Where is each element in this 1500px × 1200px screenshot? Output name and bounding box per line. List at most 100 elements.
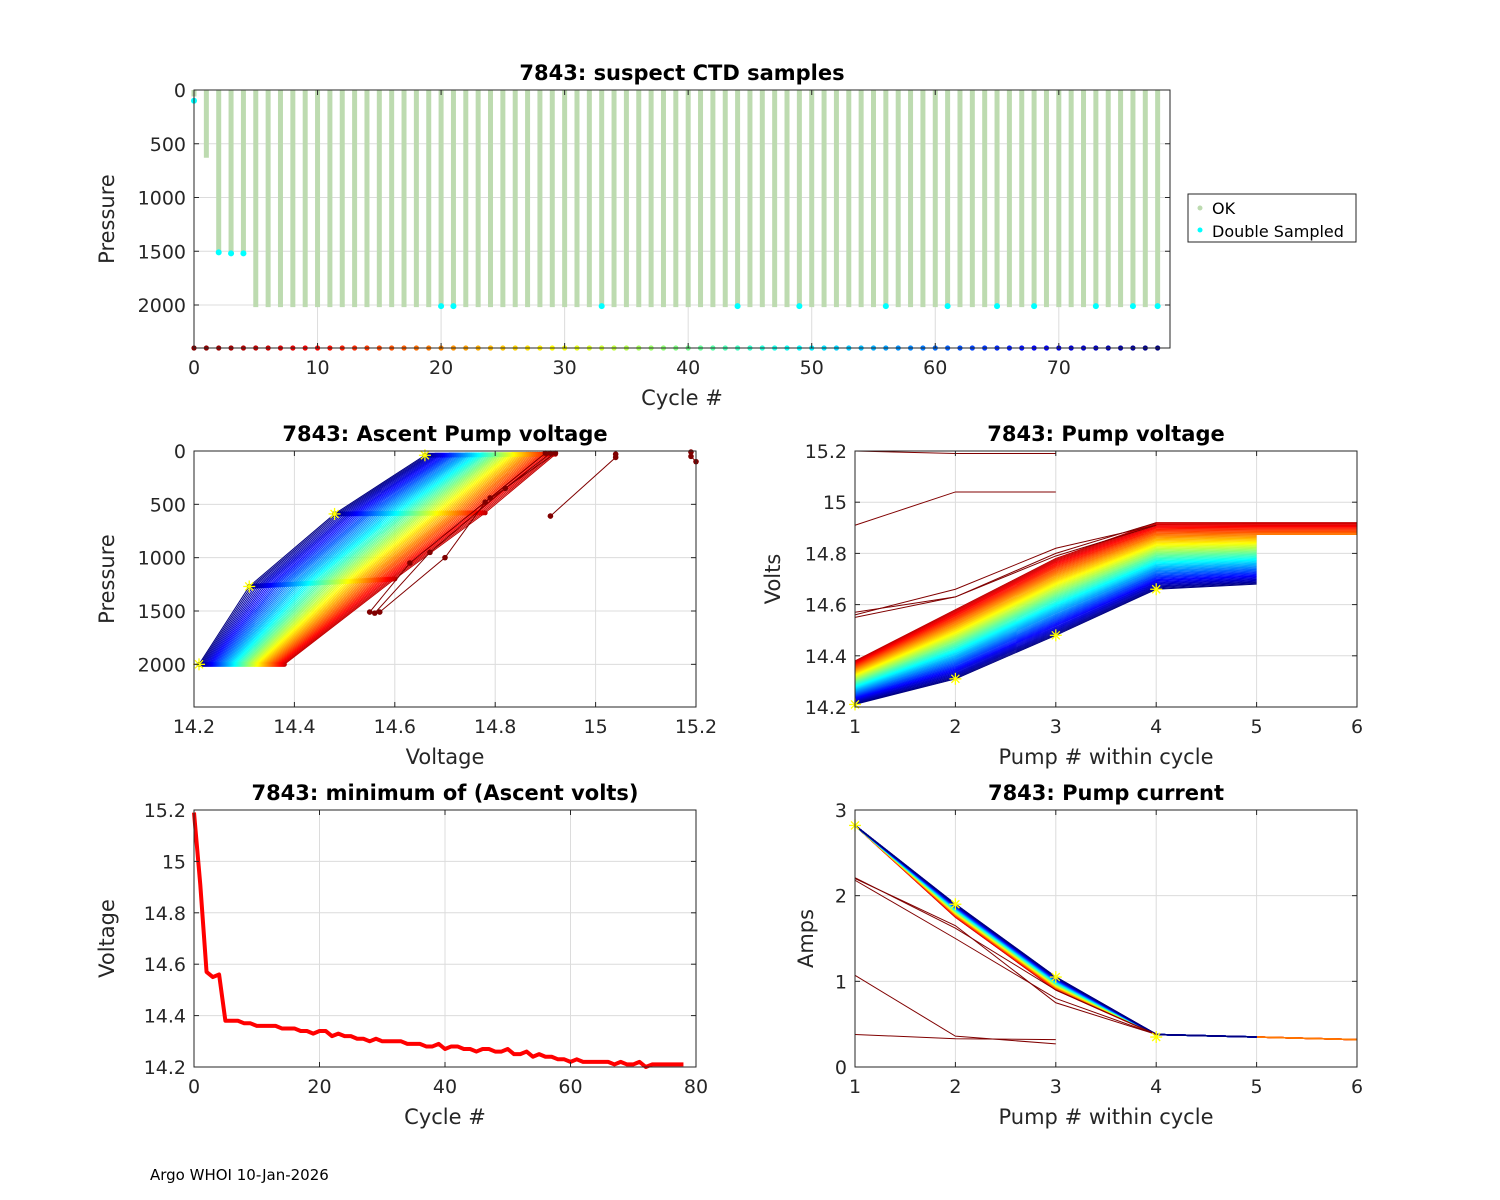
early-cycle-line [854,974,1056,1045]
highlight-star-marker [949,898,962,911]
cycle-voltage-line [854,569,1257,695]
early-cycle-point [427,549,433,556]
cycle-profile-line [210,454,444,665]
y-tick-label: 2 [835,886,847,908]
cycle-profile-line [207,454,440,665]
cycle-voltage-line [854,535,1257,671]
chart-title: 7843: suspect CTD samples [519,61,844,85]
cycle-voltage-line [854,528,1357,667]
y-tick-label: 14.4 [144,1006,186,1028]
cycle-profile-line [280,453,551,665]
cycle-voltage-line [854,568,1257,695]
cycle-profile-line [213,454,449,665]
x-tick-label: 3 [1050,1076,1062,1098]
cycle-profile-line [199,454,427,665]
plot-content [191,90,1161,351]
cycle-voltage-line [854,558,1257,688]
cycle-profile-line [211,454,445,665]
cycle-profile-line [271,453,537,665]
x-tick-label: 2 [949,1076,961,1098]
early-cycle-line [369,452,546,613]
y-axis-label: Amps [794,909,818,968]
cycle-profile-line [200,454,429,665]
early-cycle-point [371,610,378,616]
cycle-voltage-line [854,524,1357,664]
cycle-voltage-line [854,566,1257,693]
cycle-voltage-line [854,570,1257,696]
cycle-voltage-line [854,578,1257,702]
cycle-profile-line [260,454,520,665]
y-tick-label: 1000 [138,548,186,570]
cycle-profile-line [272,453,538,665]
cycle-voltage-line [854,576,1257,701]
y-axis-label: Pressure [95,534,119,624]
x-tick-label: 6 [1351,1076,1363,1098]
axes-frame [854,450,1358,708]
x-tick-label: 80 [684,1076,708,1098]
legend: OK Double Sampled [1187,193,1357,243]
cycle-profile-line [251,454,506,665]
cycle-profile-line [267,454,531,665]
axes-min-ascent-volts: 0 20 40 60 80 14.2 14.4 14.6 14.8 15 15.2 7843: min… [95,781,708,1129]
x-axis-label: Pump # within cycle [999,1105,1214,1129]
cycle-profile-line [223,454,463,665]
highlight-star-marker [1049,629,1062,642]
cycle-voltage-line [854,526,1357,665]
cycle-voltage-line [854,544,1257,678]
plot-content [849,450,1357,711]
cycle-profile-line [252,454,508,665]
cycle-profile-line [261,454,522,665]
early-cycle-point [442,554,448,561]
cycle-profile-line [273,453,540,665]
star-stroke [1151,584,1161,594]
cycle-voltage-line [854,561,1257,690]
x-tick-label: 6 [1351,716,1363,738]
cycle-profile-line [240,454,490,665]
cycle-voltage-line [854,530,1357,668]
star-stroke [420,450,430,460]
legend-ok-label: OK [1212,199,1236,218]
cycle-voltage-line [854,572,1257,698]
y-tick-label: 14.2 [805,697,847,719]
axes-pump-voltage: 1 2 3 4 5 6 14.2 14.4 14.6 14.8 15 15.2 7843: Pump v… [761,422,1363,769]
early-cycle-line [854,491,1056,526]
y-tick-label: 14.2 [144,1057,186,1079]
y-tick-label: 14.6 [144,954,186,976]
double-sampled-point [228,250,235,257]
x-tick-label: 5 [1251,1076,1263,1098]
cycle-voltage-line [854,523,1357,662]
cycle-profile-line [220,454,460,665]
x-tick-label: 14.2 [173,716,215,738]
double-sampled-point [1092,303,1099,310]
y-tick-label: 0 [174,80,186,102]
cycle-voltage-line [854,529,1357,667]
cycle-profile-line [262,454,524,665]
legend-box [1187,193,1357,243]
cycle-profile-line [204,454,435,665]
y-tick-label: 500 [150,494,186,516]
cycle-profile-line [284,453,556,665]
x-tick-label: 2 [949,716,961,738]
cycle-voltage-line [854,565,1257,693]
early-cycle-line [854,877,1157,1035]
x-tick-label: 10 [305,357,329,379]
highlight-star-marker [1150,1031,1163,1044]
early-cycle-line [854,1033,1056,1041]
cycle-voltage-line [854,546,1257,679]
x-tick-label: 20 [307,1076,331,1098]
cycle-voltage-line [854,567,1257,694]
x-tick-label: 40 [433,1076,457,1098]
cycle-voltage-line [854,538,1257,673]
cycle-voltage-line [854,574,1257,699]
highlight-star-marker [328,507,341,520]
cycle-voltage-line [854,533,1357,670]
x-tick-label: 60 [558,1076,582,1098]
highlight-star-marker [1049,971,1062,984]
cycle-profile-line [236,454,483,665]
x-axis-label: Cycle # [404,1105,486,1129]
cycle-voltage-line [854,559,1257,688]
early-cycle-line [374,452,551,614]
double-sampled-point [734,303,741,310]
